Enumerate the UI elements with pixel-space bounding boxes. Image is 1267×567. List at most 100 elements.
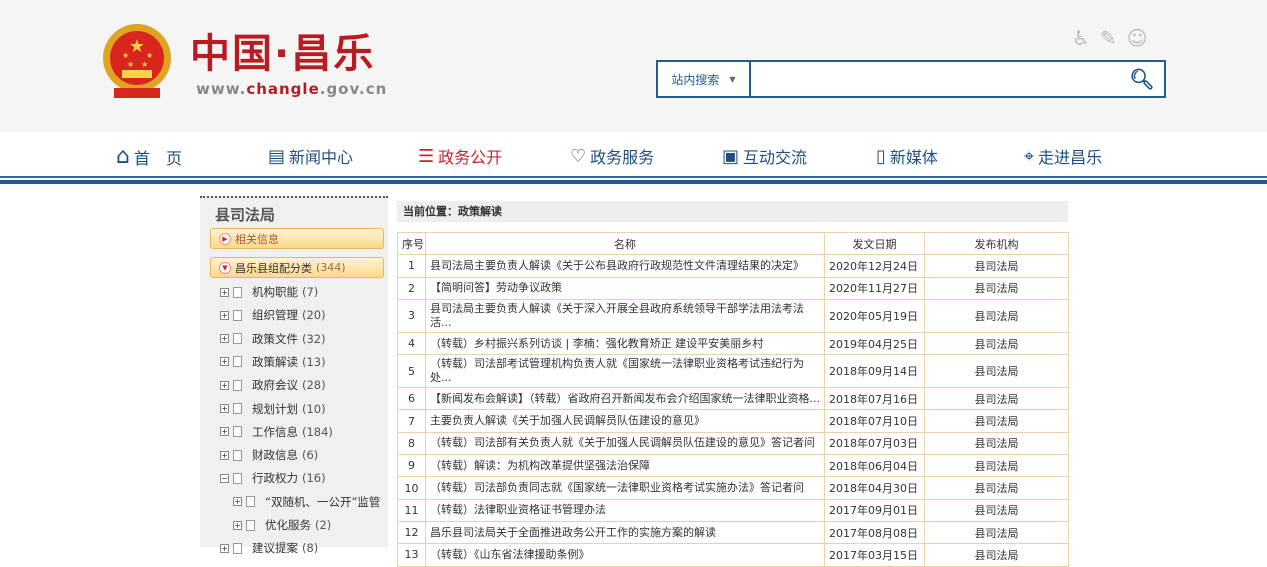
- site-logo-title[interactable]: 中国·昌乐: [190, 31, 376, 77]
- document-icon: [233, 542, 242, 554]
- expand-icon[interactable]: +: [220, 404, 229, 413]
- document-icon: [246, 496, 255, 508]
- table-row[interactable]: 11 （转载）法律职业资格证书管理办法 2017年09月01日 县司法局: [397, 498, 1069, 522]
- edit-note-icon[interactable]: ✎: [1099, 26, 1117, 50]
- row-date: 2018年04月30日: [824, 476, 925, 500]
- row-title-link[interactable]: （转载）《山东省法律援助条例》: [425, 543, 825, 567]
- nav-item-3[interactable]: ♡ 政务服务: [570, 144, 654, 168]
- row-publisher: 县司法局: [924, 254, 1069, 278]
- tree-item[interactable]: + 政府会议 (28): [220, 378, 326, 393]
- tree-item[interactable]: + 政策解读 (13): [220, 354, 326, 369]
- row-title-link[interactable]: 【简明问答】劳动争议政策: [425, 276, 825, 300]
- caret-down-icon: ▼: [729, 74, 736, 84]
- expand-icon[interactable]: +: [220, 357, 229, 367]
- row-index: 5: [397, 354, 426, 389]
- row-title-link[interactable]: （转载）解读：为机构改革提供坚强法治保障: [425, 454, 825, 478]
- tree-item[interactable]: + 工作信息 (184): [220, 424, 333, 439]
- search-button[interactable]: 🔍︎: [1120, 62, 1164, 96]
- nav-item-5[interactable]: ▯ 新媒体: [876, 144, 938, 168]
- row-publisher: 县司法局: [924, 498, 1069, 522]
- nav-item-4[interactable]: ▣ 互动交流: [722, 144, 807, 168]
- row-title-link[interactable]: （转载）司法部有关负责人就《关于加强人民调解员队伍建设的意见》答记者问: [425, 431, 825, 456]
- tree-item[interactable]: + “双随机、一公开”监管: [233, 494, 381, 509]
- table-row[interactable]: 1 县司法局主要负责人解读《关于公布县政府行政规范性文件清理结果的决定》 2020年…: [397, 254, 1069, 278]
- tree-item[interactable]: − 行政权力 (16): [220, 471, 326, 486]
- document-icon: [246, 519, 255, 531]
- table-row[interactable]: 13 （转载）《山东省法律援助条例》 2017年03月15日 县司法局: [397, 543, 1069, 567]
- row-publisher: 县司法局: [924, 543, 1069, 567]
- tree-item[interactable]: + 组织管理 (20): [220, 308, 326, 323]
- row-index: 4: [397, 331, 426, 356]
- row-publisher: 县司法局: [924, 520, 1069, 545]
- table-row[interactable]: 5 （转载）司法部考试管理机构负责人就《国家统一法律职业资格考试违纪行为处... 2…: [397, 354, 1069, 389]
- row-publisher: 县司法局: [924, 476, 1069, 500]
- nav-item-2[interactable]: ☰ 政务公开: [418, 144, 502, 168]
- document-icon: [233, 309, 242, 321]
- row-title-link[interactable]: 主要负责人解读《关于加强人民调解员队伍建设的意见》: [425, 409, 825, 433]
- mobile-icon: ▯: [876, 145, 886, 167]
- tree-item[interactable]: + 规划计划 (10): [220, 401, 326, 416]
- row-index: 8: [397, 431, 426, 456]
- row-publisher: 县司法局: [924, 354, 1069, 389]
- row-index: 2: [397, 276, 426, 300]
- row-title-link[interactable]: 昌乐县司法局关于全面推进政务公开工作的实施方案的解读: [425, 520, 825, 545]
- expand-icon[interactable]: +: [220, 543, 229, 553]
- nav-item-6[interactable]: ⌖ 走进昌乐: [1024, 144, 1102, 168]
- row-title-link[interactable]: （转载）司法部考试管理机构负责人就《国家统一法律职业资格考试违纪行为处...: [425, 354, 825, 389]
- row-date: 2019年04月25日: [824, 331, 925, 356]
- expand-icon[interactable]: +: [220, 334, 229, 344]
- tree-item[interactable]: + 机构职能 (7): [220, 285, 319, 299]
- robot-icon[interactable]: ☺: [1126, 26, 1148, 50]
- related-info-button[interactable]: ▶ 相关信息: [210, 228, 384, 249]
- search-scope-select[interactable]: 站内搜索 ▼: [658, 62, 751, 96]
- row-title-link[interactable]: （转载）司法部负责同志就《国家统一法律职业资格考试实施办法》答记者问: [425, 476, 825, 500]
- row-date: 2018年09月14日: [824, 354, 925, 389]
- row-title-link[interactable]: 县司法局主要负责人解读《关于深入开展全县政府系统领导干部学法用法考法活...: [425, 298, 825, 333]
- table-row[interactable]: 10 （转载）司法部负责同志就《国家统一法律职业资格考试实施办法》答记者问 2018…: [397, 476, 1069, 500]
- expand-icon[interactable]: +: [220, 427, 229, 437]
- map-pin-icon: ⌖: [1024, 145, 1035, 167]
- nav-divider: [0, 180, 1267, 184]
- row-title-link[interactable]: 县司法局主要负责人解读《关于公布县政府行政规范性文件清理结果的决定》: [425, 254, 825, 278]
- search-input[interactable]: [751, 62, 1120, 96]
- expand-icon[interactable]: +: [233, 497, 242, 507]
- expand-icon[interactable]: +: [220, 380, 229, 390]
- table-row[interactable]: 4 （转载）乡村振兴系列访谈 | 李楠：强化教育矫正 建设平安美丽乡村 2019年0…: [397, 331, 1069, 356]
- table-row[interactable]: 2 【简明问答】劳动争议政策 2020年11月27日 县司法局: [397, 276, 1069, 300]
- accessibility-icon[interactable]: ♿: [1072, 26, 1090, 50]
- collapse-icon[interactable]: −: [220, 473, 229, 483]
- nav-label: 互动交流: [743, 148, 808, 167]
- row-index: 1: [397, 254, 426, 278]
- home-icon: ⌂: [116, 144, 130, 169]
- expand-icon[interactable]: +: [220, 287, 229, 297]
- document-icon: [233, 426, 242, 438]
- expand-icon[interactable]: +: [233, 520, 242, 530]
- row-index: 12: [397, 520, 426, 545]
- table-row[interactable]: 6 【新闻发布会解读】（转载）省政府召开新闻发布会介绍国家统一法律职业资格... 2…: [397, 387, 1069, 411]
- table-row[interactable]: 9 （转载）解读：为机构改革提供坚强法治保障 2018年06月04日 县司法局: [397, 454, 1069, 478]
- row-title-link[interactable]: （转载）法律职业资格证书管理办法: [425, 498, 825, 522]
- expand-icon[interactable]: +: [220, 450, 229, 460]
- row-publisher: 县司法局: [924, 298, 1069, 333]
- row-title-link[interactable]: （转载）乡村振兴系列访谈 | 李楠：强化教育矫正 建设平安美丽乡村: [425, 331, 825, 356]
- nav-label: 政务公开: [438, 148, 503, 167]
- category-button[interactable]: ▼ 昌乐县组配分类 (344): [210, 257, 384, 278]
- nav-item-0[interactable]: ⌂ 首 页: [116, 144, 182, 169]
- document-icon: [233, 449, 242, 461]
- document-icon: [233, 286, 242, 298]
- tree-item[interactable]: + 优化服务 (2): [233, 518, 332, 532]
- nav-item-1[interactable]: ▤ 新闻中心: [268, 144, 353, 168]
- tree-item[interactable]: + 政策文件 (32): [220, 331, 326, 346]
- table-row[interactable]: 12 昌乐县司法局关于全面推进政务公开工作的实施方案的解读 2017年08月08日县…: [397, 520, 1069, 545]
- table-row[interactable]: 8 （转载）司法部有关负责人就《关于加强人民调解员队伍建设的意见》答记者问 2018…: [397, 431, 1069, 456]
- expand-icon[interactable]: +: [220, 310, 229, 320]
- row-title-link[interactable]: 【新闻发布会解读】（转载）省政府召开新闻发布会介绍国家统一法律职业资格...: [425, 387, 825, 411]
- table-row[interactable]: 7 主要负责人解读《关于加强人民调解员队伍建设的意见》 2018年07月10日 县司法…: [397, 409, 1069, 433]
- row-index: 7: [397, 409, 426, 433]
- row-index: 9: [397, 454, 426, 478]
- table-row[interactable]: 3 县司法局主要负责人解读《关于深入开展全县政府系统领导干部学法用法考法活... 2…: [397, 298, 1069, 333]
- tree-item[interactable]: + 建议提案 (8): [220, 541, 319, 556]
- national-emblem-logo: ★ ★ ★ ★ ★: [103, 24, 171, 98]
- tree-item[interactable]: + 财政信息 (6): [220, 448, 319, 463]
- arrow-right-icon: ▶: [219, 232, 231, 245]
